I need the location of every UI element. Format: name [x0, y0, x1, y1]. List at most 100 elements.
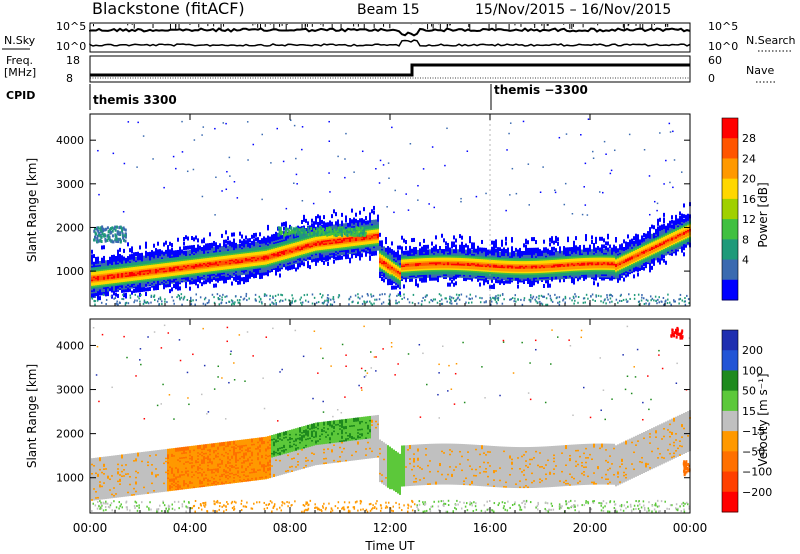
power-echo-cell — [369, 255, 371, 260]
power-echo-cell — [349, 218, 351, 223]
power-echo-cell — [369, 212, 371, 217]
power-echo-cell — [131, 290, 133, 295]
power-echo-cell — [265, 237, 267, 242]
power-echo-cell — [375, 219, 377, 224]
power-echo-cell — [301, 219, 303, 224]
power-echo-cell — [267, 235, 269, 240]
power-echo-cell — [209, 232, 211, 237]
power-echo-cell — [119, 253, 121, 258]
power-echo-cell — [125, 257, 127, 262]
power-echo-cell — [221, 276, 223, 281]
power-echo-cell — [113, 257, 115, 262]
power-echo-cell — [355, 212, 357, 217]
power-echo-cell — [523, 250, 525, 255]
power-echo-cell — [165, 240, 167, 245]
power-echo-cell — [169, 249, 171, 254]
power-echo-cell — [303, 214, 305, 219]
power-echo-cell — [451, 249, 453, 254]
power-echo-cell — [151, 250, 153, 255]
power-echo-cell — [453, 282, 455, 287]
power-echo-cell — [159, 249, 161, 254]
beam-label: Beam 15 — [357, 2, 420, 18]
power-echo-cell — [109, 259, 111, 264]
power-echo-cell — [245, 240, 247, 245]
power-echo-cell — [425, 244, 427, 249]
power-echo-cell — [161, 253, 163, 258]
power-echo-cell — [487, 249, 489, 254]
power-echo-cell — [401, 246, 403, 251]
power-echo-cell — [229, 275, 231, 280]
nsky-traces — [89, 24, 691, 47]
power-echo-cell — [513, 250, 515, 255]
power-echo-cell — [457, 249, 459, 254]
power-echo-cell — [91, 257, 93, 262]
power-echo-cell — [101, 257, 103, 262]
power-echo-cell — [419, 248, 421, 253]
power-echo-cell — [99, 296, 101, 301]
power-echo-cell — [113, 289, 115, 294]
power-echo-cell — [95, 256, 97, 261]
power-echo-cell — [147, 255, 149, 260]
power-echo-cell — [231, 281, 233, 286]
power-echo-cell — [207, 243, 209, 248]
power-echo-cell — [517, 284, 519, 289]
power-echo-cell — [383, 246, 385, 251]
power-echo-cell — [441, 233, 443, 238]
power-echo-cell — [351, 219, 353, 224]
power-echo-cell — [201, 239, 203, 244]
power-echo-cell — [183, 246, 185, 251]
freq-panel-frame — [89, 55, 691, 83]
power-echo-cell — [335, 212, 337, 217]
power-echo-cell — [433, 246, 435, 251]
power-echo-cell — [155, 284, 157, 289]
power-echo-cell — [415, 246, 417, 251]
power-echo-cell — [385, 237, 387, 242]
power-echo-cell — [449, 247, 451, 252]
power-echo-cell — [237, 244, 239, 249]
freq-trace — [90, 63, 690, 77]
power-echo-cell — [213, 283, 215, 288]
power-echo-cell — [203, 245, 205, 250]
power-echo-cell — [511, 237, 513, 242]
power-echo-cell — [169, 241, 171, 246]
power-echo-cell — [195, 247, 197, 252]
power-echo-cell — [91, 249, 93, 254]
power-echo-cell — [145, 250, 147, 255]
power-echo-cell — [97, 256, 99, 261]
power-echo-cell — [471, 242, 473, 247]
power-echo-cell — [427, 244, 429, 249]
power-echo-cell — [455, 281, 457, 286]
power-echo-cell — [455, 244, 457, 249]
power-echo-cell — [179, 286, 181, 291]
power-echo-cell — [255, 237, 257, 242]
power-echo-cell — [273, 233, 275, 238]
power-echo-cell — [93, 292, 95, 297]
power-echo-cell — [147, 252, 149, 257]
nsearch-tick-bottom: 10^0 — [708, 40, 738, 53]
power-echo-cell — [211, 277, 213, 282]
power-echo-cell — [279, 273, 281, 278]
power-echo-cell — [173, 284, 175, 289]
cpid-segment-2: themis −3300 — [494, 83, 588, 97]
power-echo-cell — [197, 284, 199, 289]
power-echo-cell — [167, 248, 169, 253]
power-echo-cell — [507, 247, 509, 252]
power-echo-cell — [523, 243, 525, 248]
power-echo-cell — [335, 221, 337, 226]
power-echo-cell — [391, 249, 393, 254]
power-echo-cell — [183, 241, 185, 246]
power-echo-cell — [133, 252, 135, 257]
power-echo-cell — [437, 249, 439, 254]
power-echo-cell — [109, 256, 111, 261]
power-echo-cell — [233, 232, 235, 237]
power-echo-cell — [455, 238, 457, 243]
power-echo-cell — [119, 257, 121, 262]
nsky-panel-frame — [89, 22, 691, 53]
power-echo-cell — [123, 293, 125, 298]
power-echo-cell — [117, 252, 119, 257]
power-echo-cell — [205, 243, 207, 248]
power-echo-cell — [221, 233, 223, 238]
power-echo-cell — [249, 242, 251, 247]
power-echo-cell — [223, 245, 225, 250]
